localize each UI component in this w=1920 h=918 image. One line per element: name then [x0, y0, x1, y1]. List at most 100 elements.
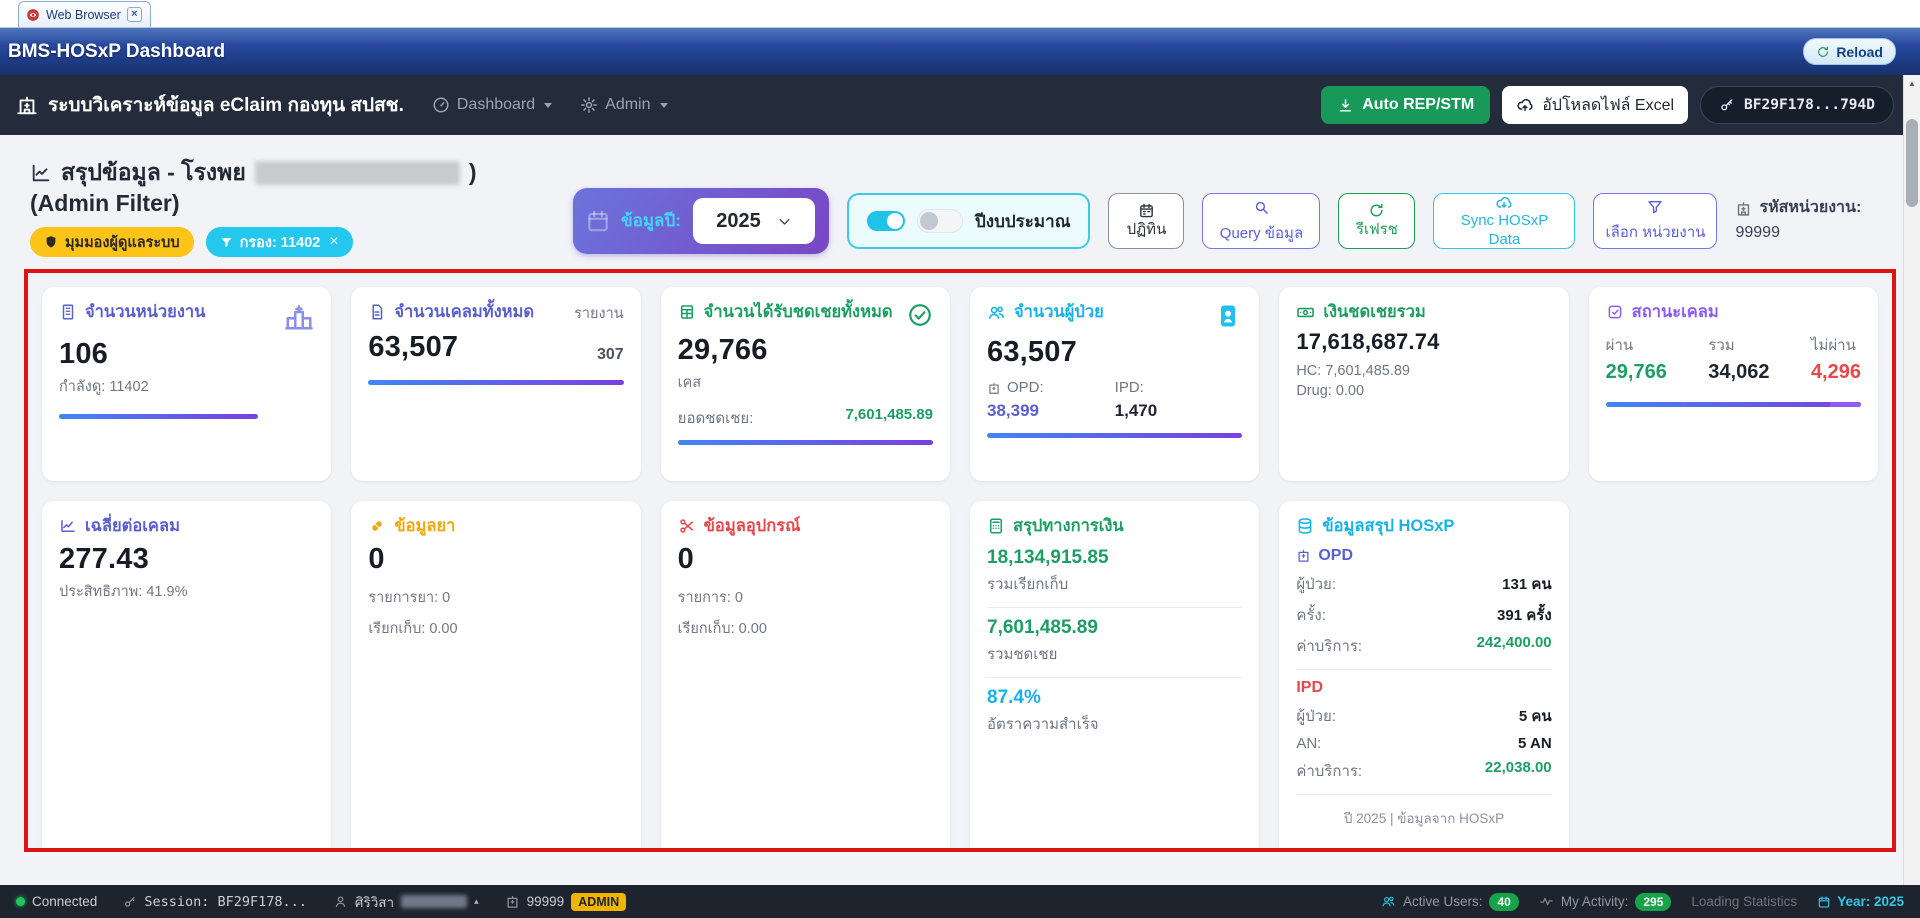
claims-aside-label: รายงาน: [574, 306, 624, 323]
year-picker-box: ข้อมูลปี: 2025: [573, 188, 829, 254]
line-chart-icon: [32, 164, 50, 181]
funnel-icon: [1648, 200, 1663, 214]
year-label: ข้อมูลปี:: [621, 210, 681, 230]
tab-close-icon[interactable]: ×: [126, 7, 142, 22]
chevron-down-icon: [544, 102, 553, 108]
page-header: สรุปข้อมูล - โรงพย) (Admin Filter) มุมมอ…: [30, 135, 555, 258]
hosxp-ipd-row: ค่าบริการ: 22,038.00: [1296, 758, 1552, 780]
app-brand: ระบบวิเคราะห์ข้อมูล eClaim กองทุน สปสช.: [16, 90, 404, 120]
efficiency-sub: ประสิทธิภาพ: 41.9%: [59, 583, 188, 600]
building-icon: [62, 304, 74, 320]
filter-controls: ข้อมูลปี: 2025 ปีงบประมาณ ปฏิทิน: [573, 188, 1861, 254]
users-icon: [988, 306, 1005, 319]
hospital-icon: [1298, 550, 1309, 562]
progress-bar: [59, 414, 259, 420]
hosxp-ipd-row: AN: 5 AN: [1296, 734, 1552, 752]
redacted-hospital-name: [254, 160, 460, 185]
finance-paid-label: รวมชดเชย: [987, 645, 1058, 663]
fiscal-year-box: ปีงบประมาณ: [847, 193, 1091, 249]
fiscal-year-label: ปีงบประมาณ: [975, 211, 1071, 231]
database-icon: [1298, 518, 1312, 534]
card-unit-count: จำนวนหน่วยงาน 106 กำลังดู: 11402: [42, 287, 332, 482]
query-data-button[interactable]: Query ข้อมูล: [1202, 193, 1321, 249]
ipd-count: 1,470: [1114, 401, 1158, 421]
filter-badge[interactable]: กรอง: 11402 ×: [205, 227, 353, 258]
unit-code-value: 99999: [1735, 223, 1780, 241]
reload-button[interactable]: Reload: [1803, 38, 1896, 65]
checkbox-icon: [1608, 305, 1622, 319]
hospital-icon: [507, 895, 518, 908]
page-title: สรุปข้อมูล - โรงพย): [30, 157, 555, 188]
calendar-icon: [588, 210, 608, 232]
tab-title: Web Browser: [46, 7, 121, 22]
opd-count: 38,399: [987, 401, 1039, 421]
badge-row: มุมมองผู้ดูแลระบบ กรอง: 11402 ×: [30, 227, 555, 258]
finance-billed-label: รวมเรียกเก็บ: [987, 575, 1069, 593]
hosxp-opd-row: ครั้ง: 391 ครั้ง: [1296, 606, 1552, 624]
page-content: สรุปข้อมูล - โรงพย) (Admin Filter) มุมมอ…: [0, 135, 1920, 258]
spreadsheet-icon: [680, 305, 693, 319]
connected-dot-icon: [16, 897, 25, 906]
search-icon: [1255, 201, 1268, 214]
drug-amount: Drug: 0.00: [1296, 382, 1365, 399]
pulse-icon: [1540, 897, 1553, 906]
refresh-button[interactable]: รีเฟรช: [1338, 193, 1416, 249]
chevron-up-icon: ▴: [474, 896, 479, 906]
equipment-value: 0: [677, 542, 694, 575]
calculator-icon: [990, 518, 1002, 534]
session-token-button[interactable]: BF29F178...794D: [1700, 86, 1894, 124]
nav-dashboard-menu[interactable]: Dashboard: [432, 96, 553, 114]
scissors-icon: [679, 519, 693, 533]
ipd-section-header: IPD: [1296, 678, 1323, 696]
active-users: Active Users: 40: [1381, 892, 1519, 911]
claims-aside-value: 307: [596, 346, 624, 364]
year-select[interactable]: 2025: [693, 198, 815, 244]
card-patients: จำนวนผู้ป่วย 63,507 OPD: 38,399: [970, 287, 1260, 482]
hosxp-opd-row: ผู้ป่วย: 131 คน: [1296, 575, 1552, 593]
vertical-scrollbar[interactable]: ▲: [1903, 75, 1920, 885]
hosxp-opd-row: ค่าบริการ: 242,400.00: [1296, 633, 1552, 655]
compensated-unit: เคส: [677, 375, 702, 392]
select-unit-button[interactable]: เลือก หน่วยงาน: [1593, 193, 1718, 249]
scroll-up-arrow-icon[interactable]: ▲: [1908, 79, 1916, 88]
browser-tab[interactable]: Web Browser ×: [18, 1, 151, 27]
banknote-icon: [1297, 307, 1315, 318]
calendar-icon: [1818, 895, 1830, 908]
hosxp-footer: ปี 2025 | ข้อมูลจาก HOSxP: [1343, 810, 1505, 826]
hospital-icon: [285, 305, 314, 330]
unit-code-status: 99999 ADMIN: [505, 892, 627, 911]
filter-badge-close-icon[interactable]: ×: [329, 233, 339, 251]
user-menu[interactable]: ศิริวิสา ▴: [333, 891, 479, 913]
scrollbar-thumb[interactable]: [1906, 119, 1918, 207]
compensated-value: 29,766: [677, 334, 768, 367]
sync-hosxp-button[interactable]: Sync HOSxP Data: [1433, 193, 1576, 249]
nav-admin-menu[interactable]: Admin: [580, 96, 668, 114]
card-equipment-data: ข้อมูลอุปกรณ์ 0 รายการ: 0 เรียกเก็บ: 0.0…: [660, 501, 950, 849]
highlighted-cards-frame: จำนวนหน่วยงาน 106 กำลังดู: 11402 จำนวนเค…: [24, 269, 1896, 853]
secondary-toggle-off[interactable]: [917, 209, 963, 233]
compensation-total-value: 17,618,687.74: [1296, 328, 1440, 354]
drug-line1: รายการยา: 0: [368, 589, 451, 606]
fiscal-toggle-on[interactable]: [867, 211, 905, 231]
connection-status: Connected: [16, 894, 97, 909]
upload-excel-button[interactable]: อัปโหลดไฟล์ Excel: [1502, 86, 1689, 124]
auto-rep-stm-button[interactable]: Auto REP/STM: [1321, 86, 1491, 124]
card-average-claim: เฉลี่ยต่อเคลม 277.43 ประสิทธิภาพ: 41.9%: [42, 501, 332, 849]
opd-section-header: OPD: [1318, 546, 1353, 564]
calendar-icon: [1140, 203, 1153, 218]
redacted-user-name: [401, 895, 468, 908]
card-finance-summary: สรุปทางการเงิน 18,134,915.85 รวมเรียกเก็…: [970, 501, 1260, 849]
patients-value: 63,507: [987, 336, 1077, 369]
document-icon: [372, 304, 383, 320]
calendar-button[interactable]: ปฏิทิน: [1108, 193, 1185, 249]
session-id: Session: BF29F178...: [123, 894, 307, 910]
compensated-total-label: ยอดชดเชย:: [677, 410, 754, 428]
chevron-down-icon: [659, 102, 668, 108]
chevron-down-icon: [779, 218, 790, 225]
admin-view-badge: มุมมองผู้ดูแลระบบ: [30, 227, 194, 258]
cloud-download-icon: [1496, 196, 1512, 208]
activity-count: 295: [1635, 892, 1672, 911]
progress-bar: [677, 440, 933, 446]
refresh-icon: [1370, 203, 1383, 217]
status-total-value: 34,062: [1708, 360, 1770, 383]
